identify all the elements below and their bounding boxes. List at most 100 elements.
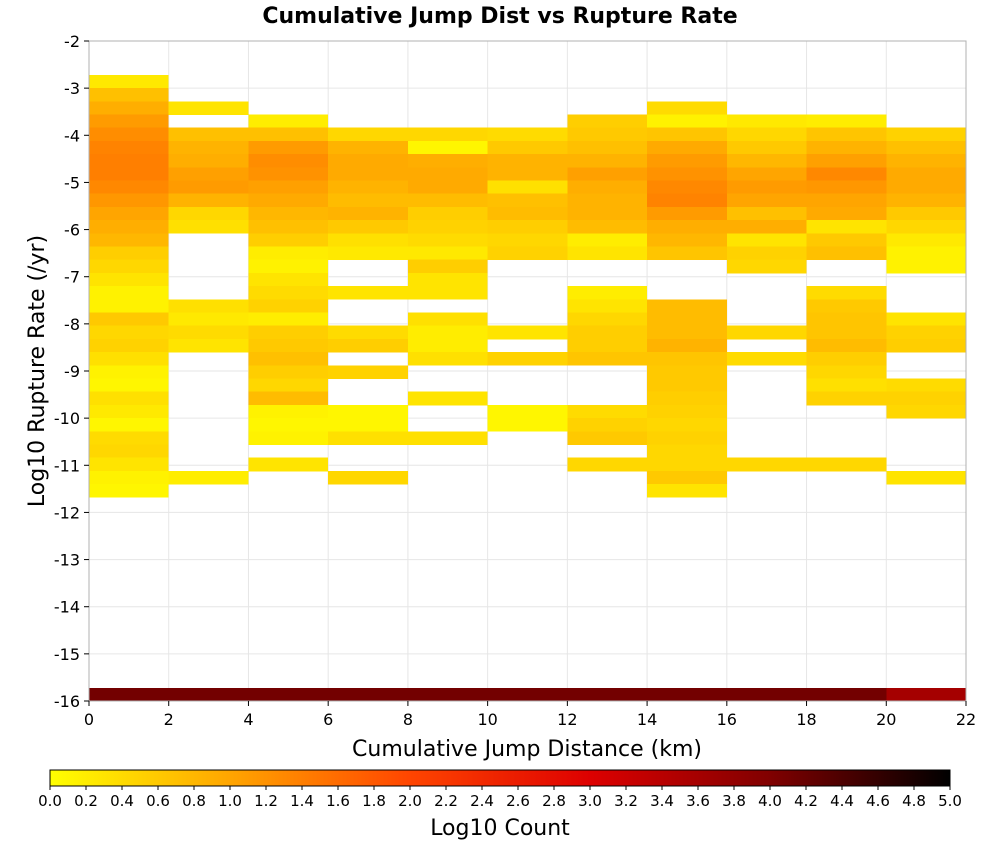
heatmap-cell (726, 140, 807, 155)
colorbar-tick-label: 2.2 (434, 792, 458, 810)
y-tick-label: -5 (64, 173, 80, 192)
heatmap-cell (886, 259, 966, 274)
heatmap-cell (806, 127, 887, 142)
y-tick-label: -9 (64, 362, 80, 381)
heatmap-cell (89, 272, 169, 287)
heatmap-cell (647, 246, 727, 261)
heatmap-cell (487, 220, 568, 234)
heatmap-cell (806, 233, 887, 247)
heatmap-cell (89, 391, 169, 406)
heatmap-cell (407, 140, 488, 155)
heatmap-cell (407, 154, 488, 168)
x-tick-label: 0 (84, 710, 94, 729)
heatmap-cell (647, 418, 727, 432)
heatmap-cell (647, 687, 727, 702)
heatmap-cell (248, 259, 329, 274)
heatmap-cell (886, 312, 966, 327)
heatmap-cell (89, 404, 169, 419)
x-tick-label: 22 (956, 710, 976, 729)
y-tick-label: -11 (54, 456, 80, 475)
heatmap-cell (567, 233, 648, 247)
heatmap-cell (487, 154, 568, 168)
heatmap-cell (407, 127, 488, 142)
heatmap-cell (487, 418, 568, 432)
heatmap-cell (567, 206, 648, 221)
heatmap-cell (407, 338, 488, 353)
heatmap-cell (726, 233, 807, 247)
heatmap-cell (328, 338, 408, 353)
x-tick-label: 6 (323, 710, 333, 729)
heatmap-cell (328, 220, 408, 234)
colorbar-ticks: 0.0 0.2 0.4 0.6 0.8 1.0 1.2 1.4 1.6 1.8 2.0 2.2 2.4 2… (38, 786, 962, 810)
heatmap-cell (647, 470, 727, 485)
heatmap-cell (567, 352, 648, 366)
heatmap-cell (567, 246, 648, 261)
heatmap-cell (806, 286, 887, 300)
heatmap-cell (407, 352, 488, 366)
y-tick-label: -4 (64, 126, 80, 145)
heatmap-cell (89, 101, 169, 115)
colorbar-tick-label: 2.0 (398, 792, 422, 810)
heatmap-cell (886, 325, 966, 340)
x-tick-label: 8 (403, 710, 413, 729)
heatmap-cell (89, 444, 169, 459)
heatmap-cell (248, 193, 329, 208)
heatmap-cell (806, 220, 887, 234)
heatmap-cell (806, 154, 887, 168)
heatmap-cell (726, 167, 807, 181)
colorbar-tick-label: 4.8 (902, 792, 926, 810)
heatmap-cell (248, 140, 329, 155)
heatmap-cell (328, 140, 408, 155)
heatmap-cell (248, 180, 329, 195)
heatmap-cell (726, 259, 807, 274)
heatmap-cell (89, 88, 169, 102)
heatmap-cell (806, 180, 887, 195)
heatmap-cell (647, 101, 727, 115)
heatmap-cell (248, 312, 329, 327)
heatmap-cell (647, 325, 727, 340)
heatmap-cell (726, 180, 807, 195)
heatmap-cell (328, 404, 408, 419)
heatmap-cell (168, 312, 249, 327)
heatmap-cell (567, 193, 648, 208)
heatmap-cell (328, 687, 408, 702)
heatmap-cell (248, 687, 329, 702)
heatmap-cell (248, 167, 329, 181)
heatmap-cell (407, 193, 488, 208)
heatmap-cell (726, 352, 807, 366)
heatmap-cell (567, 114, 648, 129)
heatmap-cell (886, 167, 966, 181)
heatmap-cell (806, 338, 887, 353)
heatmap-cell (647, 365, 727, 379)
colorbar-tick-label: 4.2 (794, 792, 818, 810)
heatmap-cell (168, 220, 249, 234)
heatmap-cell (886, 140, 966, 155)
heatmap-cell (806, 365, 887, 379)
heatmap-cell (567, 299, 648, 313)
heatmap-cell (487, 180, 568, 195)
heatmap-cell (407, 259, 488, 274)
heatmap-cell (328, 180, 408, 195)
heatmap-cell (886, 378, 966, 393)
heatmap-cell (248, 299, 329, 313)
heatmap-cell (806, 246, 887, 261)
heatmap-cell (487, 193, 568, 208)
heatmap-cell (647, 167, 727, 181)
heatmap-cell (487, 687, 568, 702)
heatmap-cell (328, 365, 408, 379)
heatmap-cell (806, 167, 887, 181)
heatmap-cell (89, 74, 169, 89)
heatmap-cell (89, 114, 169, 129)
heatmap-cell (89, 180, 169, 195)
heatmap-cell (567, 418, 648, 432)
chart-title: Cumulative Jump Dist vs Rupture Rate (262, 4, 737, 29)
heatmap-cell (328, 233, 408, 247)
heatmap-cell (567, 286, 648, 300)
heatmap-cells (89, 74, 966, 702)
heatmap-cell (726, 206, 807, 221)
heatmap-cell (806, 352, 887, 366)
heatmap-cell (647, 114, 727, 129)
colorbar-tick-label: 4.0 (758, 792, 782, 810)
heatmap-cell (168, 687, 249, 702)
x-axis-ticks: 0 2 4 6 8 10 12 14 16 18 20 22 (84, 701, 976, 729)
